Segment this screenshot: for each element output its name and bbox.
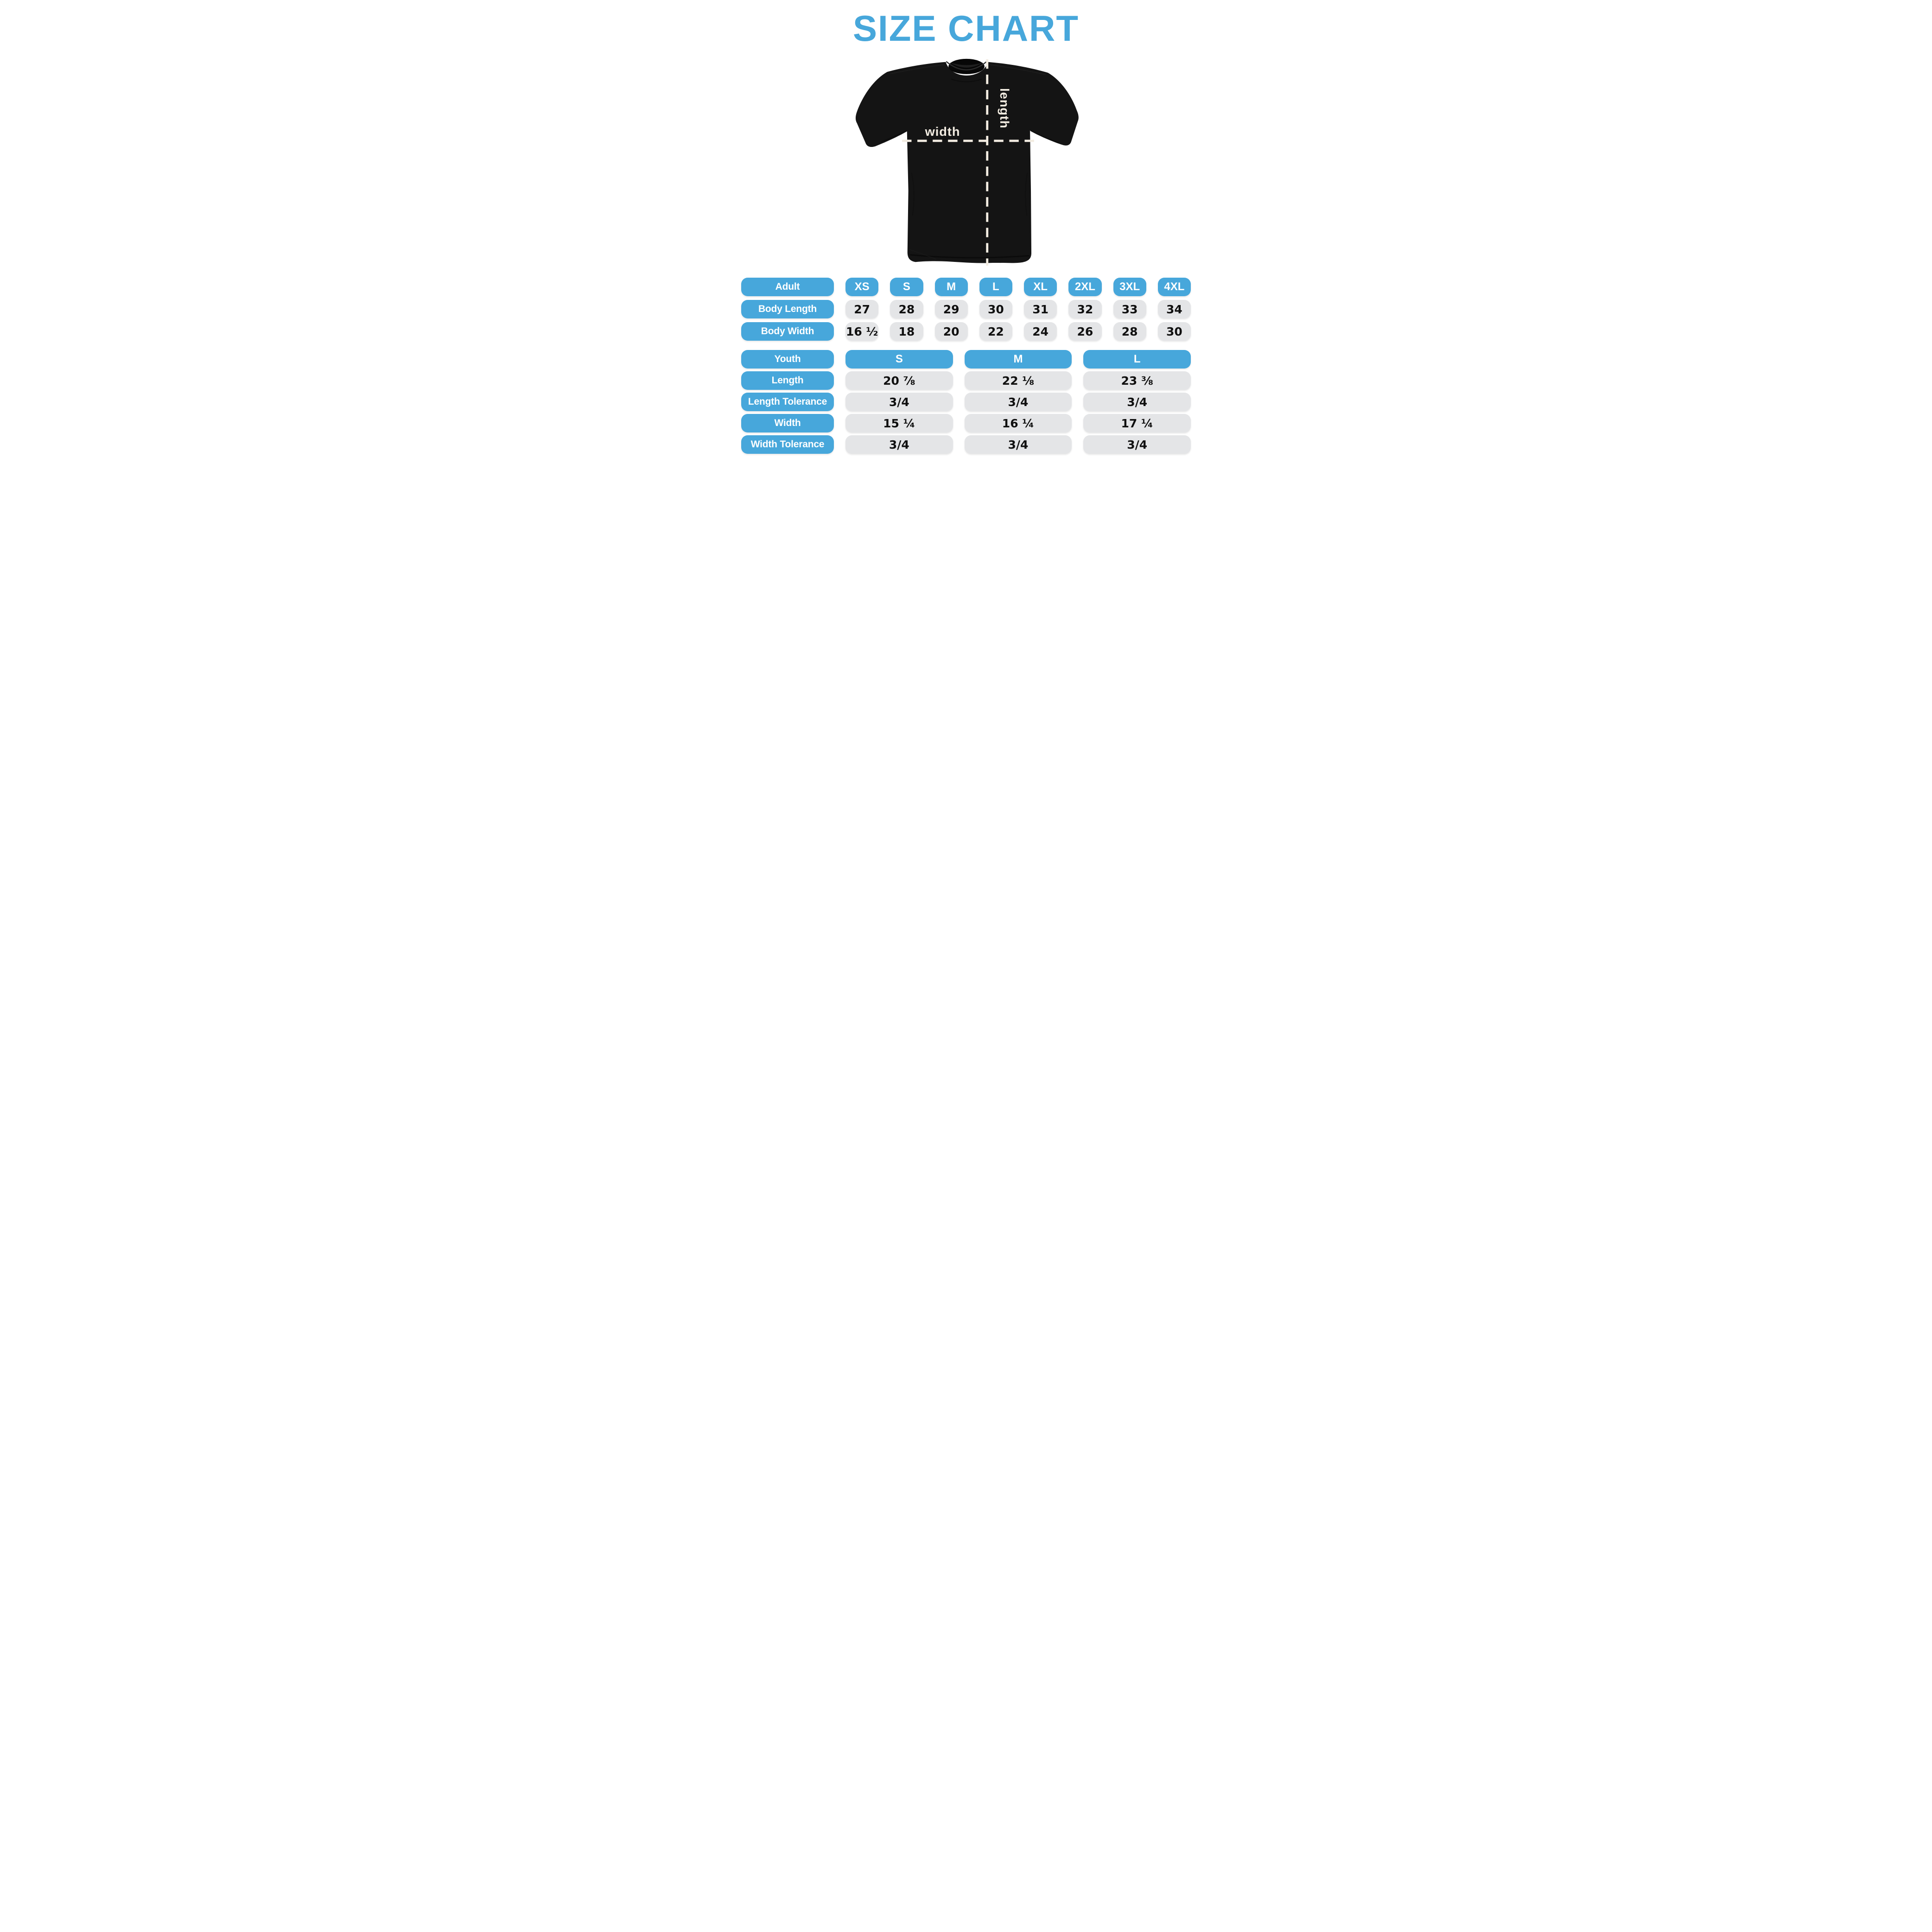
- measurement-value-cell: 29: [934, 300, 968, 318]
- size-header-cell: 3XL: [1113, 278, 1146, 296]
- measurement-value-cell: 22: [979, 322, 1012, 341]
- measurement-value-cell: 23 ⅜: [1083, 371, 1191, 390]
- youth-size-table: Youth S M L Length 20 ⅞ 22 ⅛ 23 ⅜ Length Toleran…: [741, 350, 1191, 454]
- measurement-value-cell: 24: [1024, 322, 1057, 341]
- measurement-value-cell: 26: [1068, 322, 1102, 341]
- left-shoulder-highlight: [890, 64, 945, 74]
- measurement-value-cell: 16 ¼: [964, 414, 1072, 432]
- measurement-value-cell: 20 ⅞: [845, 371, 953, 390]
- size-header-cell: L: [1083, 350, 1191, 369]
- measurement-value-cell: 30: [1157, 322, 1191, 341]
- width-label: width: [925, 124, 960, 139]
- measurement-value-cell: 17 ¼: [1083, 414, 1191, 432]
- right-shoulder-highlight: [989, 64, 1046, 75]
- row-label-cell: Length Tolerance: [741, 393, 834, 411]
- measurement-value-cell: 32: [1068, 300, 1102, 318]
- size-header-cell: 4XL: [1157, 278, 1191, 296]
- size-header-cell: XS: [845, 278, 879, 296]
- tshirt-body: [855, 62, 1079, 263]
- size-header-cell: L: [979, 278, 1012, 296]
- right-waist-wrinkle: [1025, 172, 1028, 216]
- left-sleeve-seam: [880, 130, 907, 143]
- page-title: SIZE CHART: [853, 8, 1079, 49]
- measurement-value-cell: 28: [1113, 322, 1146, 341]
- tshirt-illustration: width length: [855, 58, 1079, 266]
- hem-shadow: [910, 254, 1030, 259]
- measurement-value-cell: 30: [979, 300, 1012, 318]
- measurement-value-cell: 3/4: [845, 393, 953, 411]
- measurement-value-cell: 20: [934, 322, 968, 341]
- measurement-value-cell: 3/4: [845, 435, 953, 454]
- measurement-value-cell: 33: [1113, 300, 1146, 318]
- size-header-cell: M: [964, 350, 1072, 369]
- tshirt-measurement-diagram: width length: [854, 56, 1080, 267]
- table-category-cell: Youth: [741, 350, 834, 369]
- measurement-value-cell: 34: [1157, 300, 1191, 318]
- collar-ring: [946, 61, 987, 70]
- collar-shadow: [951, 78, 982, 83]
- size-header-cell: M: [934, 278, 968, 296]
- row-label-cell: Width: [741, 414, 834, 432]
- row-label-cell: Width Tolerance: [741, 435, 834, 454]
- size-header-cell: XL: [1024, 278, 1057, 296]
- length-label: length: [998, 88, 1012, 128]
- adult-size-table: Adult XS S M L XL 2XL 3XL 4XL Body Length 27 28 29 30…: [741, 278, 1191, 341]
- right-sleeve-seam: [1030, 130, 1060, 144]
- measurement-value-cell: 3/4: [1083, 393, 1191, 411]
- measurement-value-cell: 3/4: [964, 393, 1072, 411]
- measurement-value-cell: 28: [890, 300, 923, 318]
- left-waist-wrinkle: [911, 172, 915, 216]
- row-label-cell: Body Length: [741, 300, 834, 318]
- size-chart-page: SIZE CHART width length Adul: [724, 0, 1208, 483]
- row-label-cell: Body Width: [741, 322, 834, 341]
- table-category-cell: Adult: [741, 278, 834, 296]
- size-header-cell: S: [845, 350, 953, 369]
- measurement-value-cell: 16 ½: [845, 322, 879, 341]
- measurement-value-cell: 18: [890, 322, 923, 341]
- measurement-value-cell: 31: [1024, 300, 1057, 318]
- measurement-value-cell: 15 ¼: [845, 414, 953, 432]
- measurement-value-cell: 3/4: [964, 435, 1072, 454]
- size-header-cell: S: [890, 278, 923, 296]
- measurement-value-cell: 27: [845, 300, 879, 318]
- collar-back-panel: [950, 62, 983, 68]
- size-header-cell: 2XL: [1068, 278, 1102, 296]
- row-label-cell: Length: [741, 371, 834, 390]
- measurement-value-cell: 22 ⅛: [964, 371, 1072, 390]
- measurement-value-cell: 3/4: [1083, 435, 1191, 454]
- hem-fold-highlight: [909, 249, 937, 260]
